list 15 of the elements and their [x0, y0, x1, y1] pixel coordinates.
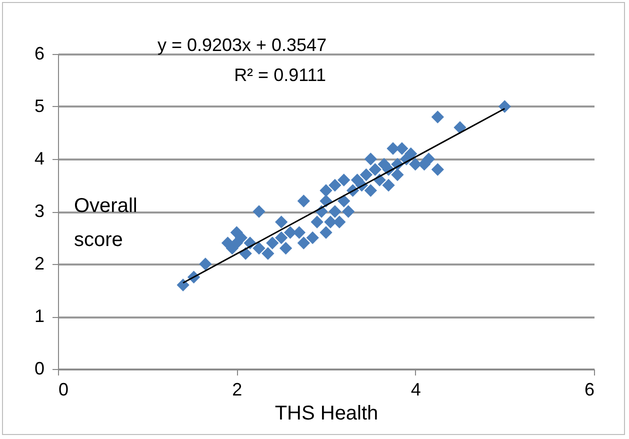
x-tick-label: 6	[584, 380, 594, 400]
y-tick-label: 3	[34, 201, 44, 221]
y-axis-title: Overall score	[74, 195, 138, 251]
y-tick-label: 5	[34, 96, 44, 116]
x-tick-label: 2	[232, 380, 242, 400]
annotation: y = 0.9203x + 0.3547	[157, 35, 327, 55]
y-tick-label: 1	[34, 306, 44, 326]
x-tick-label: 0	[58, 380, 69, 400]
y-tick-label: 0	[34, 358, 44, 378]
y-tick-label: 2	[34, 254, 44, 274]
annotation: R² = 0.9111	[234, 65, 326, 85]
y-tick-label: 6	[34, 44, 44, 64]
x-tick-label: 4	[410, 380, 421, 400]
x-axis-title: THS Health	[274, 402, 378, 424]
y-tick-label: 4	[34, 148, 44, 168]
